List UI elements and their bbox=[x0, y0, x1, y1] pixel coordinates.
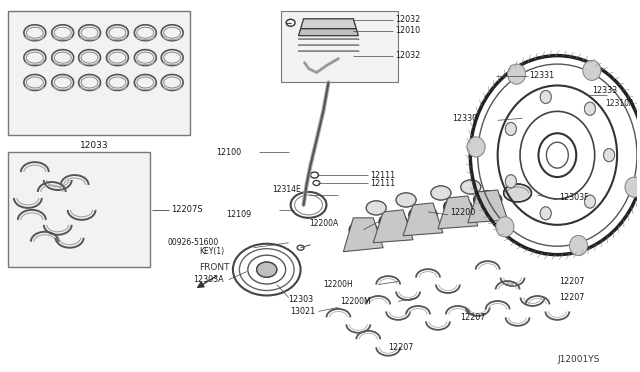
Text: FRONT: FRONT bbox=[199, 263, 229, 272]
Text: KEY(1): KEY(1) bbox=[199, 247, 224, 256]
Ellipse shape bbox=[583, 60, 601, 80]
Text: 12303A: 12303A bbox=[193, 275, 224, 284]
Ellipse shape bbox=[496, 217, 514, 237]
Bar bbox=[281, 11, 398, 83]
Ellipse shape bbox=[506, 122, 516, 135]
Ellipse shape bbox=[409, 206, 437, 224]
Ellipse shape bbox=[540, 90, 551, 103]
Text: 12207: 12207 bbox=[388, 343, 413, 352]
Ellipse shape bbox=[467, 137, 485, 157]
Text: 12200A: 12200A bbox=[309, 219, 339, 228]
Ellipse shape bbox=[461, 180, 481, 194]
Bar bbox=[8, 11, 190, 135]
Ellipse shape bbox=[508, 64, 525, 84]
Ellipse shape bbox=[584, 195, 595, 208]
Text: 12100: 12100 bbox=[216, 148, 241, 157]
Text: 12303: 12303 bbox=[289, 295, 314, 304]
Ellipse shape bbox=[506, 175, 516, 188]
Ellipse shape bbox=[584, 102, 595, 115]
Text: 12033: 12033 bbox=[80, 141, 109, 150]
Text: 12032: 12032 bbox=[395, 15, 420, 24]
Text: 12200M: 12200M bbox=[340, 297, 371, 306]
Ellipse shape bbox=[366, 201, 386, 215]
Text: 12207: 12207 bbox=[559, 293, 585, 302]
Ellipse shape bbox=[504, 184, 531, 202]
Text: 12207S: 12207S bbox=[171, 205, 203, 214]
Text: 13021: 13021 bbox=[291, 307, 316, 316]
Text: 12010: 12010 bbox=[395, 26, 420, 35]
Polygon shape bbox=[468, 190, 508, 223]
Text: 12200H: 12200H bbox=[324, 280, 353, 289]
Polygon shape bbox=[344, 218, 383, 252]
Ellipse shape bbox=[444, 198, 472, 216]
Polygon shape bbox=[438, 196, 477, 229]
Text: 12200: 12200 bbox=[450, 208, 475, 217]
Text: J12001YS: J12001YS bbox=[557, 355, 600, 364]
Text: 12111: 12111 bbox=[371, 170, 396, 180]
Text: 12109: 12109 bbox=[227, 210, 252, 219]
Ellipse shape bbox=[625, 177, 640, 197]
Text: 12111: 12111 bbox=[371, 179, 396, 187]
Ellipse shape bbox=[349, 221, 377, 239]
Ellipse shape bbox=[540, 207, 551, 220]
Text: 12207: 12207 bbox=[460, 313, 485, 322]
Polygon shape bbox=[373, 210, 413, 243]
Ellipse shape bbox=[380, 213, 407, 231]
Text: 12331: 12331 bbox=[529, 71, 555, 80]
Polygon shape bbox=[301, 19, 356, 29]
Ellipse shape bbox=[570, 235, 588, 256]
Ellipse shape bbox=[474, 191, 502, 209]
Ellipse shape bbox=[604, 149, 614, 161]
Text: 12303F: 12303F bbox=[559, 193, 589, 202]
Polygon shape bbox=[403, 203, 443, 236]
Text: 00926-51600: 00926-51600 bbox=[168, 238, 219, 247]
Ellipse shape bbox=[396, 193, 416, 207]
Bar bbox=[8, 152, 150, 267]
Text: 12032: 12032 bbox=[395, 51, 420, 60]
Ellipse shape bbox=[257, 262, 276, 277]
Text: 12333: 12333 bbox=[592, 86, 618, 95]
Text: 12314E: 12314E bbox=[272, 186, 301, 195]
Text: 12310A: 12310A bbox=[605, 99, 634, 108]
Ellipse shape bbox=[431, 186, 451, 200]
Polygon shape bbox=[299, 29, 358, 36]
Text: 12330: 12330 bbox=[452, 114, 477, 123]
Text: 12207: 12207 bbox=[559, 277, 585, 286]
